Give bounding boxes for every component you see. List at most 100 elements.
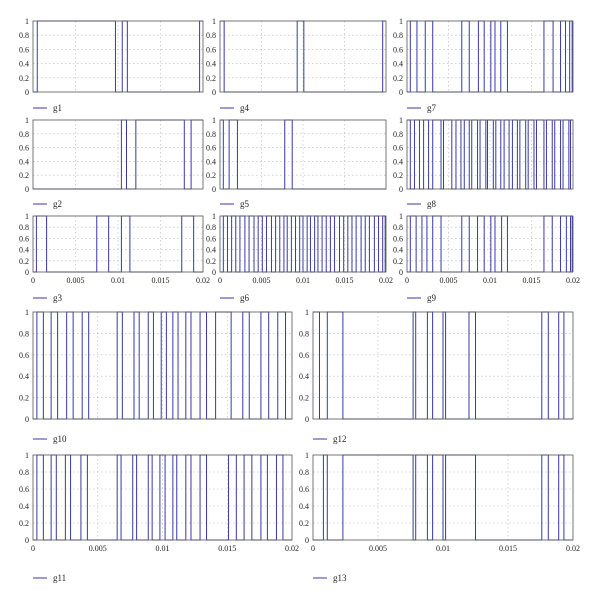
panel-g9: 0 0.2 0.4 0.6 0.8 1 0 0.005 0.01 0.015 0.02 g9 — [393, 212, 580, 303]
y-tick-label: 0.6 — [19, 485, 29, 494]
axes-frame — [406, 20, 574, 93]
y-tick-label: 0.8 — [299, 468, 309, 477]
y-tick-label: 0.4 — [19, 157, 29, 166]
y-tick-label: 0 — [25, 415, 29, 424]
y-tick-label: 0.2 — [393, 171, 403, 180]
y-tick-label: 0.6 — [206, 45, 216, 54]
series-line-g6 — [220, 215, 386, 273]
panel-g10: 0 0.2 0.4 0.6 0.8 1 g10 — [19, 308, 293, 444]
panel-g3: 0 0.2 0.4 0.6 0.8 1 0 0.005 0.01 0.015 0.02 g3 — [19, 212, 210, 303]
y-tick-label: 0.4 — [19, 372, 29, 381]
x-tick-label: 0.02 — [285, 544, 299, 553]
axes-frame — [32, 454, 293, 541]
y-tick-label: 0.6 — [206, 144, 216, 153]
y-tick-label: 0 — [212, 88, 216, 97]
legend-label: g3 — [53, 293, 63, 303]
x-tick-label: 0.005 — [89, 544, 107, 553]
legend-label: g2 — [53, 199, 62, 209]
x-tick-label: 0.02 — [379, 276, 393, 285]
y-tick-label: 0.4 — [299, 372, 309, 381]
y-tick-label: 0.6 — [393, 45, 403, 54]
y-tick-label: 0.6 — [19, 234, 29, 243]
y-tick-label: 0.8 — [19, 130, 29, 139]
y-tick-label: 1 — [25, 212, 29, 221]
axes-frame — [406, 215, 574, 273]
legend-label: g6 — [240, 293, 250, 303]
y-tick-label: 0.4 — [393, 246, 403, 255]
x-tick-label: 0 — [311, 544, 315, 553]
y-tick-label: 0.2 — [19, 394, 29, 403]
panel-g7: 0 0.2 0.4 0.6 0.8 1 g7 — [393, 17, 574, 113]
legend-label: g8 — [427, 199, 437, 209]
axes-frame — [219, 119, 387, 190]
x-tick-label: 0.015 — [152, 276, 170, 285]
panel-g13: 0 0.2 0.4 0.6 0.8 1 0 0.005 0.01 0.015 0.02 g13 — [299, 451, 580, 583]
y-tick-label: 0 — [25, 268, 29, 277]
panel-g6: 0 0.2 0.4 0.6 0.8 1 0 0.005 0.01 0.015 0.02 g6 — [206, 212, 393, 303]
x-tick-label: 0 — [405, 276, 409, 285]
panel-g1: 0 0.2 0.4 0.6 0.8 1 g1 — [19, 17, 204, 113]
y-tick-label: 0 — [399, 185, 403, 194]
y-tick-label: 1 — [305, 451, 309, 460]
x-tick-label: 0 — [31, 276, 35, 285]
y-tick-label: 0.8 — [19, 329, 29, 338]
legend-label: g5 — [240, 199, 250, 209]
x-tick-label: 0.02 — [196, 276, 210, 285]
y-tick-label: 1 — [25, 116, 29, 125]
y-tick-label: 0 — [25, 88, 29, 97]
y-tick-label: 1 — [399, 116, 403, 125]
y-tick-label: 0.8 — [393, 31, 403, 40]
legend-label: g7 — [427, 103, 437, 113]
x-tick-label: 0.005 — [67, 276, 85, 285]
axes-frame — [312, 454, 574, 541]
y-tick-label: 0 — [212, 185, 216, 194]
y-tick-label: 0 — [305, 415, 309, 424]
y-tick-label: 0.8 — [206, 31, 216, 40]
y-tick-label: 0.6 — [19, 144, 29, 153]
panel-g12: 0 0.2 0.4 0.6 0.8 1 g12 — [299, 308, 574, 444]
y-tick-label: 0 — [212, 268, 216, 277]
x-tick-label: 0.005 — [369, 544, 387, 553]
y-tick-label: 0 — [399, 88, 403, 97]
y-tick-label: 0.2 — [206, 257, 216, 266]
y-tick-label: 0.6 — [393, 234, 403, 243]
y-tick-label: 1 — [212, 116, 216, 125]
panel-g11: 0 0.2 0.4 0.6 0.8 1 0 0.005 0.01 0.015 0.02 g11 — [19, 451, 299, 583]
series-line-g13 — [313, 454, 573, 541]
y-tick-label: 0.4 — [19, 246, 29, 255]
x-tick-label: 0.005 — [253, 276, 271, 285]
y-tick-label: 0.6 — [19, 351, 29, 360]
legend-label: g4 — [240, 103, 250, 113]
y-tick-label: 0.8 — [19, 223, 29, 232]
x-tick-label: 0 — [218, 276, 222, 285]
y-tick-label: 0.2 — [299, 394, 309, 403]
y-tick-label: 0.2 — [393, 74, 403, 83]
y-tick-label: 0.4 — [393, 157, 403, 166]
legend-label: g9 — [427, 293, 437, 303]
axes-frame — [32, 311, 293, 420]
panel-g5: 0 0.2 0.4 0.6 0.8 1 g5 — [206, 116, 387, 209]
y-tick-label: 0.2 — [206, 171, 216, 180]
panel-g4: 0 0.2 0.4 0.6 0.8 1 g4 — [206, 17, 387, 113]
y-tick-label: 0.4 — [206, 246, 216, 255]
y-tick-label: 0.2 — [19, 519, 29, 528]
y-tick-label: 0.8 — [206, 223, 216, 232]
x-tick-label: 0.02 — [566, 276, 580, 285]
y-tick-label: 0.8 — [393, 223, 403, 232]
y-tick-label: 1 — [25, 451, 29, 460]
y-tick-label: 0.8 — [393, 130, 403, 139]
axes-frame — [406, 119, 574, 190]
x-tick-label: 0.015 — [336, 276, 354, 285]
x-tick-label: 0.01 — [156, 544, 170, 553]
panel-g2: 0 0.2 0.4 0.6 0.8 1 g2 — [19, 116, 204, 209]
y-tick-label: 0 — [25, 185, 29, 194]
y-tick-label: 0.4 — [206, 60, 216, 69]
y-tick-label: 1 — [25, 308, 29, 317]
y-tick-label: 0.4 — [393, 60, 403, 69]
y-tick-label: 0.4 — [206, 157, 216, 166]
series-line-g12 — [313, 311, 573, 420]
legend-label: g1 — [53, 103, 62, 113]
y-tick-label: 0.2 — [19, 74, 29, 83]
y-tick-label: 0 — [25, 536, 29, 545]
